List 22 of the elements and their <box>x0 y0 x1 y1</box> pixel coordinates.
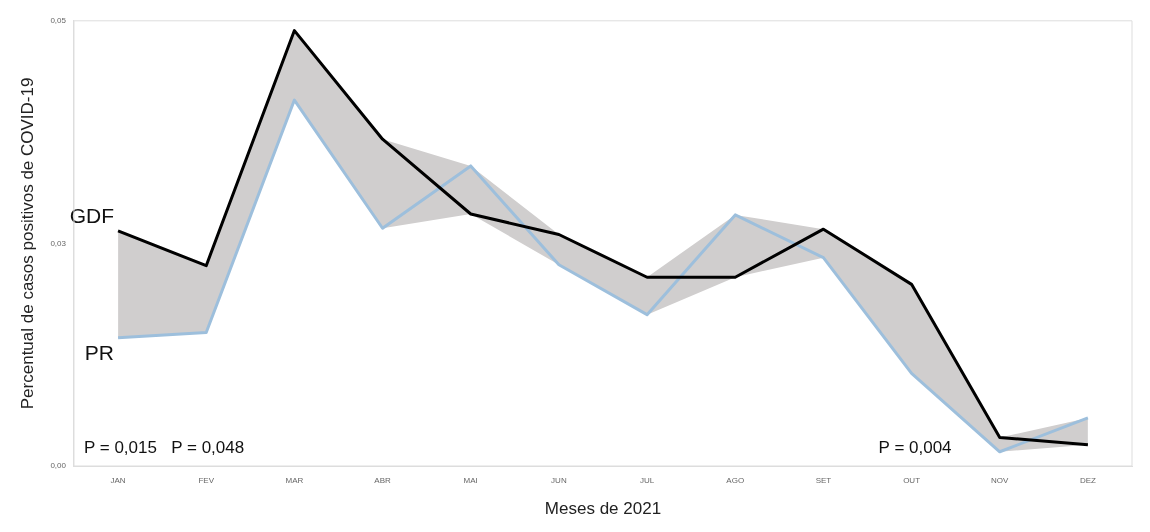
annotation: P = 0,004 <box>878 437 952 457</box>
x-axis-title: Meses de 2021 <box>544 499 662 519</box>
x-tick-label: FEV <box>198 476 215 485</box>
y-tick-label: 0,00 <box>50 461 67 471</box>
x-tick-label: ABR <box>374 476 392 485</box>
y-tick-label: 0,03 <box>50 238 67 248</box>
annotation: P = 0,015 <box>83 437 157 457</box>
series-label: GDF <box>69 203 115 227</box>
x-tick-label: SET <box>815 476 832 485</box>
x-tick-label: MAR <box>285 476 304 485</box>
x-tick-label: AGO <box>726 476 745 485</box>
x-tick-label: NOV <box>991 476 1010 485</box>
annotation: P = 0,048 <box>171 437 245 457</box>
y-tick-label: 0,05 <box>50 16 67 25</box>
y-axis-title: Percentual de casos positivos de COVID-19 <box>17 77 37 410</box>
x-tick-label: DEZ <box>1079 476 1097 485</box>
x-tick-label: JAN <box>110 476 126 485</box>
series-label: PR <box>84 340 115 364</box>
x-tick-label: OUT <box>903 476 921 485</box>
x-tick-label: JUL <box>639 476 655 485</box>
x-tick-label: JUN <box>551 476 567 485</box>
x-tick-label: MAI <box>463 476 478 485</box>
